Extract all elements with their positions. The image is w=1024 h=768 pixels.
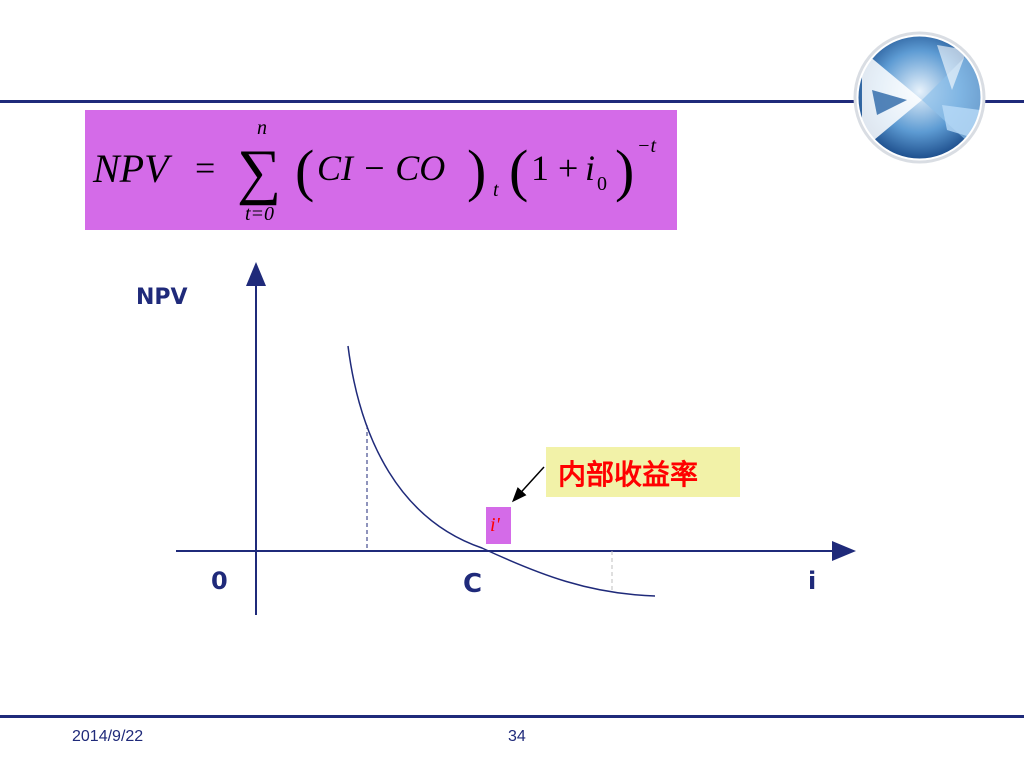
formula-paren-open-1: ( bbox=[295, 138, 314, 203]
npv-curve bbox=[347, 345, 656, 597]
npv-formula: NPV = ∑ n t=0 ( CI − CO ) t ( 1 + i 0 ) … bbox=[85, 110, 677, 230]
callout-arrow bbox=[511, 466, 545, 503]
formula-paren-close-1: ) bbox=[467, 138, 486, 203]
formula-i-sub: 0 bbox=[597, 173, 607, 195]
y-axis-label: NPV bbox=[136, 285, 188, 310]
origin-label: 0 bbox=[211, 567, 228, 595]
i-prime-box bbox=[486, 507, 511, 544]
formula-lower-limit: t=0 bbox=[245, 203, 274, 225]
footer-date: 2014/9/22 bbox=[72, 728, 144, 745]
i-prime-label: i' bbox=[490, 514, 501, 536]
formula-ci-co: CI − CO bbox=[317, 148, 445, 188]
logo-globe bbox=[853, 31, 986, 164]
irr-callout-label: 内部收益率 bbox=[558, 458, 698, 491]
sigma-icon: ∑ bbox=[237, 138, 281, 206]
formula-one-plus: 1 + bbox=[531, 148, 578, 188]
footer-rule bbox=[0, 715, 1024, 718]
formula-exponent: −t bbox=[637, 135, 656, 157]
footer-page-number: 34 bbox=[508, 728, 526, 745]
formula-equals: = bbox=[195, 148, 215, 188]
formula-paren-open-2: ( bbox=[509, 138, 528, 203]
irr-callout-box bbox=[546, 447, 740, 497]
formula-upper-limit: n bbox=[257, 117, 267, 139]
formula-i: i bbox=[585, 148, 595, 188]
formula-npv: NPV bbox=[92, 146, 173, 191]
c-label: C bbox=[463, 569, 482, 599]
formula-subscript-t: t bbox=[493, 179, 499, 201]
header-rule bbox=[0, 100, 1024, 103]
x-axis-label: i bbox=[808, 567, 816, 595]
formula-paren-close-2: ) bbox=[615, 138, 634, 203]
